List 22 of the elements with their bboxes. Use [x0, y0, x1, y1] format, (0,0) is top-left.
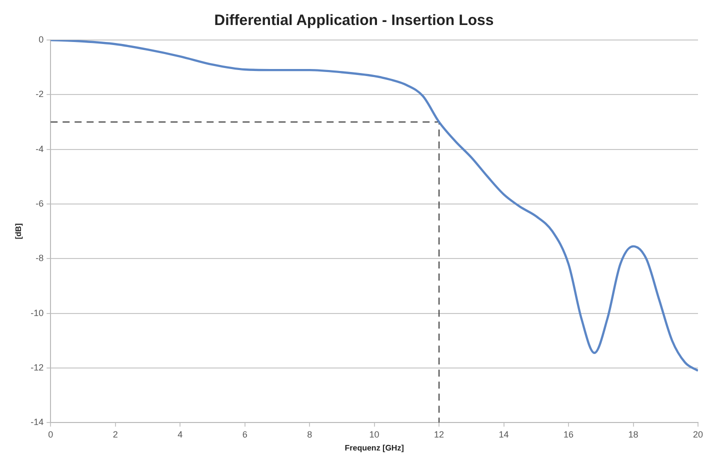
- y-tick-label: -12: [30, 362, 44, 372]
- x-tick-label: 16: [564, 429, 574, 440]
- y-tick-label: -14: [30, 417, 44, 428]
- y-tick-label: -2: [36, 89, 44, 100]
- x-tick-label: 12: [434, 429, 444, 440]
- y-axis-title: [dB]: [14, 222, 24, 240]
- y-tick-label: -4: [36, 144, 44, 154]
- x-tick-label: 6: [242, 429, 248, 440]
- x-axis-title: Frequenz [GHz]: [344, 443, 404, 452]
- x-tick-label: 0: [48, 429, 54, 440]
- x-tick-label: 20: [692, 429, 704, 440]
- y-tick-label: -8: [36, 253, 44, 264]
- x-tick-label: 8: [307, 429, 312, 440]
- y-tick-label: 0: [38, 34, 44, 44]
- x-tick-label: 10: [369, 429, 380, 440]
- x-tick-label: 14: [498, 429, 509, 440]
- x-tick-label: 2: [112, 429, 118, 440]
- y-tick-label: -10: [30, 308, 44, 318]
- chart-title: Differential Application - Insertion Loss: [214, 12, 494, 30]
- x-tick-label: 4: [178, 429, 183, 440]
- y-tick-label: -6: [36, 198, 44, 208]
- x-tick-label: 18: [628, 429, 638, 440]
